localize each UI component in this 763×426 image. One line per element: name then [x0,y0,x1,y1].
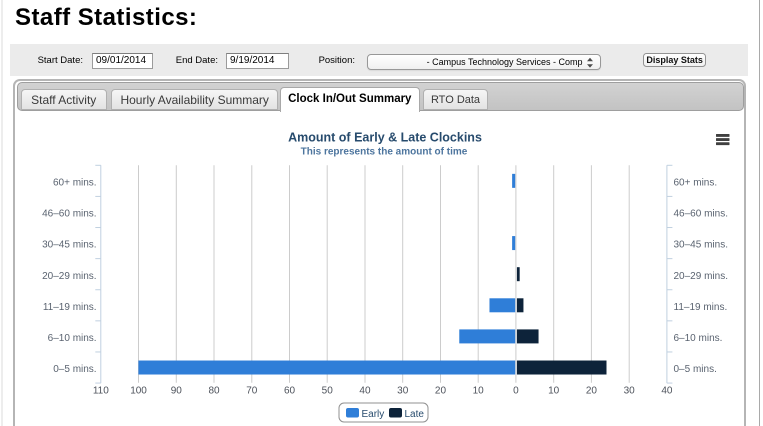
svg-text:Late: Late [405,409,425,420]
svg-text:60: 60 [284,385,296,396]
svg-text:110: 110 [93,385,109,396]
svg-text:10: 10 [548,385,560,396]
svg-text:30–45 mins.: 30–45 mins. [42,240,96,251]
svg-text:100: 100 [130,385,147,396]
svg-text:20: 20 [435,385,447,396]
svg-text:0: 0 [513,385,519,396]
svg-text:20–29 mins.: 20–29 mins. [674,271,728,282]
svg-text:This represents the amount of: This represents the amount of time [301,146,468,157]
svg-text:11–19 mins.: 11–19 mins. [674,302,728,313]
svg-text:40: 40 [359,385,371,396]
svg-text:30: 30 [397,385,409,396]
svg-text:11–19 mins.: 11–19 mins. [43,302,97,313]
svg-text:50: 50 [322,385,334,396]
svg-text:10: 10 [473,385,485,396]
svg-text:20–29 mins.: 20–29 mins. [42,271,96,282]
svg-text:6–10 mins.: 6–10 mins. [48,333,97,344]
svg-text:46–60 mins.: 46–60 mins. [674,209,728,220]
svg-text:30–45 mins.: 30–45 mins. [674,240,728,251]
svg-text:70: 70 [246,385,258,396]
svg-text:0–5 mins.: 0–5 mins. [53,364,96,375]
svg-text:30: 30 [624,385,636,396]
svg-text:80: 80 [208,385,220,396]
svg-text:60+ mins.: 60+ mins. [53,177,97,188]
svg-text:46–60 mins.: 46–60 mins. [42,209,96,220]
svg-text:Amount of Early & Late Clockin: Amount of Early & Late Clockins [288,131,482,145]
svg-text:6–10 mins.: 6–10 mins. [674,333,723,344]
svg-text:20: 20 [586,385,598,396]
svg-text:90: 90 [171,385,183,396]
svg-text:40: 40 [661,385,673,396]
svg-text:60+ mins.: 60+ mins. [674,177,718,188]
svg-text:0–5 mins.: 0–5 mins. [674,364,717,375]
svg-text:Early: Early [362,409,385,420]
